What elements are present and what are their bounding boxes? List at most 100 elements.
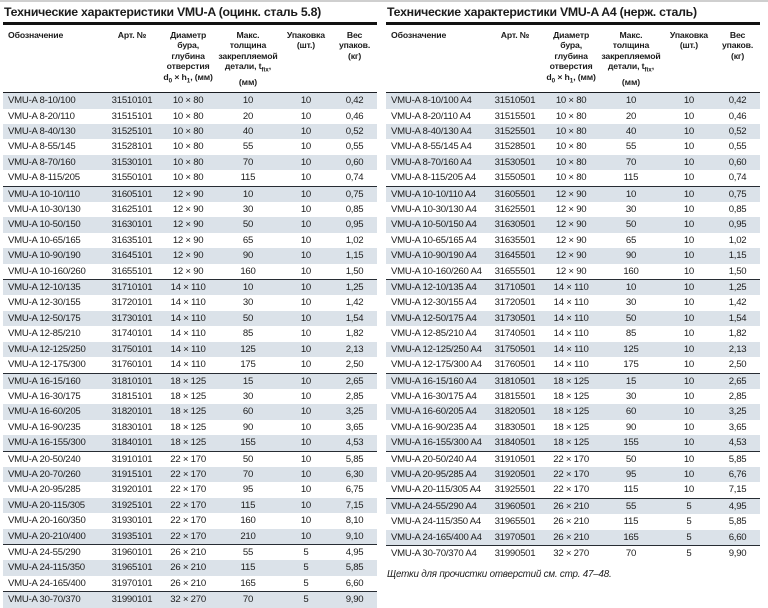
table-cell: 31530501 [494, 156, 536, 168]
table-cell: 18 × 125 [160, 435, 217, 452]
table-panel-zinc: Технические характеристики VMU-A (оцинк.… [3, 4, 377, 608]
table-cell: VMU-A 24-165/400 A4 [386, 529, 487, 546]
table-cell: 5,85 [345, 453, 364, 465]
table-cell: 10 × 80 [555, 95, 587, 107]
column-header: Упаковка (шт.) [662, 25, 716, 94]
table-cell: 10 [300, 484, 311, 496]
table-cell: 10 [683, 156, 694, 168]
table-cell: 165 [599, 529, 663, 546]
table-cell: 31915101 [111, 468, 153, 480]
table-cell: 10 × 80 [543, 170, 600, 187]
table-row: VMU-A 10-90/190 31645101 12 × 90 90 10 1,15 [3, 248, 377, 264]
table-cell: 55 [625, 500, 637, 512]
table-cell: 1,50 [715, 263, 760, 281]
table-cell: 10 [683, 282, 694, 294]
table-cell: 10 [300, 250, 311, 262]
table-cell: 1,02 [345, 234, 364, 246]
table-cell: 1,54 [345, 312, 364, 324]
table-cell: 115 [599, 482, 663, 499]
table-cell: 160 [216, 263, 280, 281]
table-row: VMU-A 10-10/110 31605101 12 × 90 10 10 0,75 [3, 186, 377, 203]
table-cell: VMU-A 10-90/190 A4 [391, 250, 477, 262]
table-cell: 5,85 [728, 516, 747, 528]
table-panel-stainless: Технические характеристики VMU-A A4 (нер… [386, 4, 760, 608]
table-row: VMU-A 8-20/110 A4 31515501 10 × 80 20 10 0,46 [386, 109, 760, 124]
table-cell: 31550101 [103, 170, 161, 187]
table-cell: 4,95 [728, 500, 747, 512]
table-cell: 155 [599, 435, 663, 452]
table-cell: 22 × 170 [170, 499, 206, 511]
table-cell: 0,75 [345, 188, 364, 200]
table-cell: 31550501 [486, 170, 544, 187]
table-cell: 1,15 [728, 250, 747, 262]
table-row: VMU-A 16-15/160 A4 31810501 18 × 125 15 10 2,… [386, 373, 760, 389]
table-cell: 10 [300, 375, 311, 387]
table-cell: 31740101 [111, 328, 153, 340]
table-row: VMU-A 8-70/160 A4 31530501 10 × 80 70 10 0,60 [386, 154, 760, 171]
table-cell: 2,85 [345, 390, 364, 402]
table-cell: 22 × 170 [543, 482, 600, 499]
table-row: VMU-A 16-30/175 A4 31815501 18 × 125 30 10 2,… [386, 389, 760, 404]
table-cell: 31830101 [111, 421, 153, 433]
table-cell: 70 [625, 156, 637, 168]
table-cell: 31655501 [486, 263, 544, 281]
table-cell: 31910101 [111, 453, 153, 465]
table-cell: 0,42 [345, 95, 364, 107]
table-row: VMU-A 12-175/300 31760101 14 × 110 175 10 2,5… [3, 357, 377, 374]
table-cell: 31970101 [103, 575, 161, 593]
table-cell: 0,52 [728, 126, 747, 138]
table-cell: 31815501 [494, 390, 536, 402]
table-cell: 10 [683, 468, 694, 480]
table-cell: 31635501 [494, 234, 536, 246]
table-row: VMU-A 8-20/110 31515101 10 × 80 20 10 0,46 [3, 109, 377, 124]
table-cell: 10 [300, 282, 311, 294]
table-cell: VMU-A 16-60/205 A4 [391, 406, 477, 418]
table-cell: 1,25 [728, 282, 747, 294]
table-cell: 31730101 [111, 312, 153, 324]
table-cell: 12 × 90 [555, 204, 587, 216]
table-cell: 22 × 170 [170, 515, 206, 527]
table-cell: 4,53 [715, 435, 760, 452]
table-cell: 31820101 [111, 406, 153, 418]
table-cell: VMU-A 20-50/240 A4 [391, 453, 477, 465]
table-cell: 31840101 [103, 435, 161, 452]
table-cell: 31960501 [494, 500, 536, 512]
column-header: Обозначение [386, 25, 487, 94]
table-cell: 2,50 [332, 357, 377, 374]
table-cell: 31635101 [111, 234, 153, 246]
table-cell: 12 × 90 [172, 234, 204, 246]
table-cell: 95 [625, 468, 637, 480]
table-cell: 6,60 [332, 575, 377, 593]
table-cell: 18 × 125 [553, 421, 589, 433]
table-cell: 10 [279, 263, 333, 281]
table-cell: 31965501 [494, 516, 536, 528]
table-row: VMU-A 8-115/205 31550101 10 × 80 115 10 0,74 [3, 170, 377, 187]
table-cell: 10 [662, 482, 716, 499]
table-cell: 14 × 110 [170, 312, 206, 324]
table-row: VMU-A 20-95/285 A4 31920501 22 × 170 95 10 6,… [386, 466, 760, 483]
table-cell: 18 × 125 [543, 435, 600, 452]
table-row: VMU-A 10-65/165 A4 31635501 12 × 90 65 10 1,0… [386, 233, 760, 248]
table-cell: 31965101 [111, 562, 153, 574]
table-cell: 22 × 170 [170, 468, 206, 480]
table-cell: 160 [599, 263, 663, 281]
table-cell: VMU-A 24-165/400 [3, 575, 104, 593]
table-row: VMU-A 16-60/205 31820101 18 × 125 60 10 3,25 [3, 404, 377, 420]
table-cell: 10 [279, 528, 333, 545]
table-cell: 10 [662, 263, 716, 281]
table-cell: 10 [300, 141, 311, 153]
table-cell: 12 × 90 [172, 204, 204, 216]
table-row: VMU-A 10-10/110 A4 31605501 12 × 90 10 10 0,7… [386, 186, 760, 203]
table-cell: 0,42 [728, 95, 747, 107]
table-cell: 5 [686, 516, 692, 528]
table-cell: VMU-A 8-10/100 A4 [391, 95, 472, 107]
table-cell: VMU-A 20-70/260 [8, 468, 81, 480]
table-cell: VMU-A 8-20/110 A4 [391, 110, 471, 122]
table-cell: 12 × 90 [555, 250, 587, 262]
table-cell: 15 [242, 375, 254, 387]
table-cell: 60 [242, 406, 254, 418]
table-cell: 10 [300, 219, 311, 231]
table-cell: 10 [300, 453, 311, 465]
table-cell: 10 [683, 219, 694, 231]
